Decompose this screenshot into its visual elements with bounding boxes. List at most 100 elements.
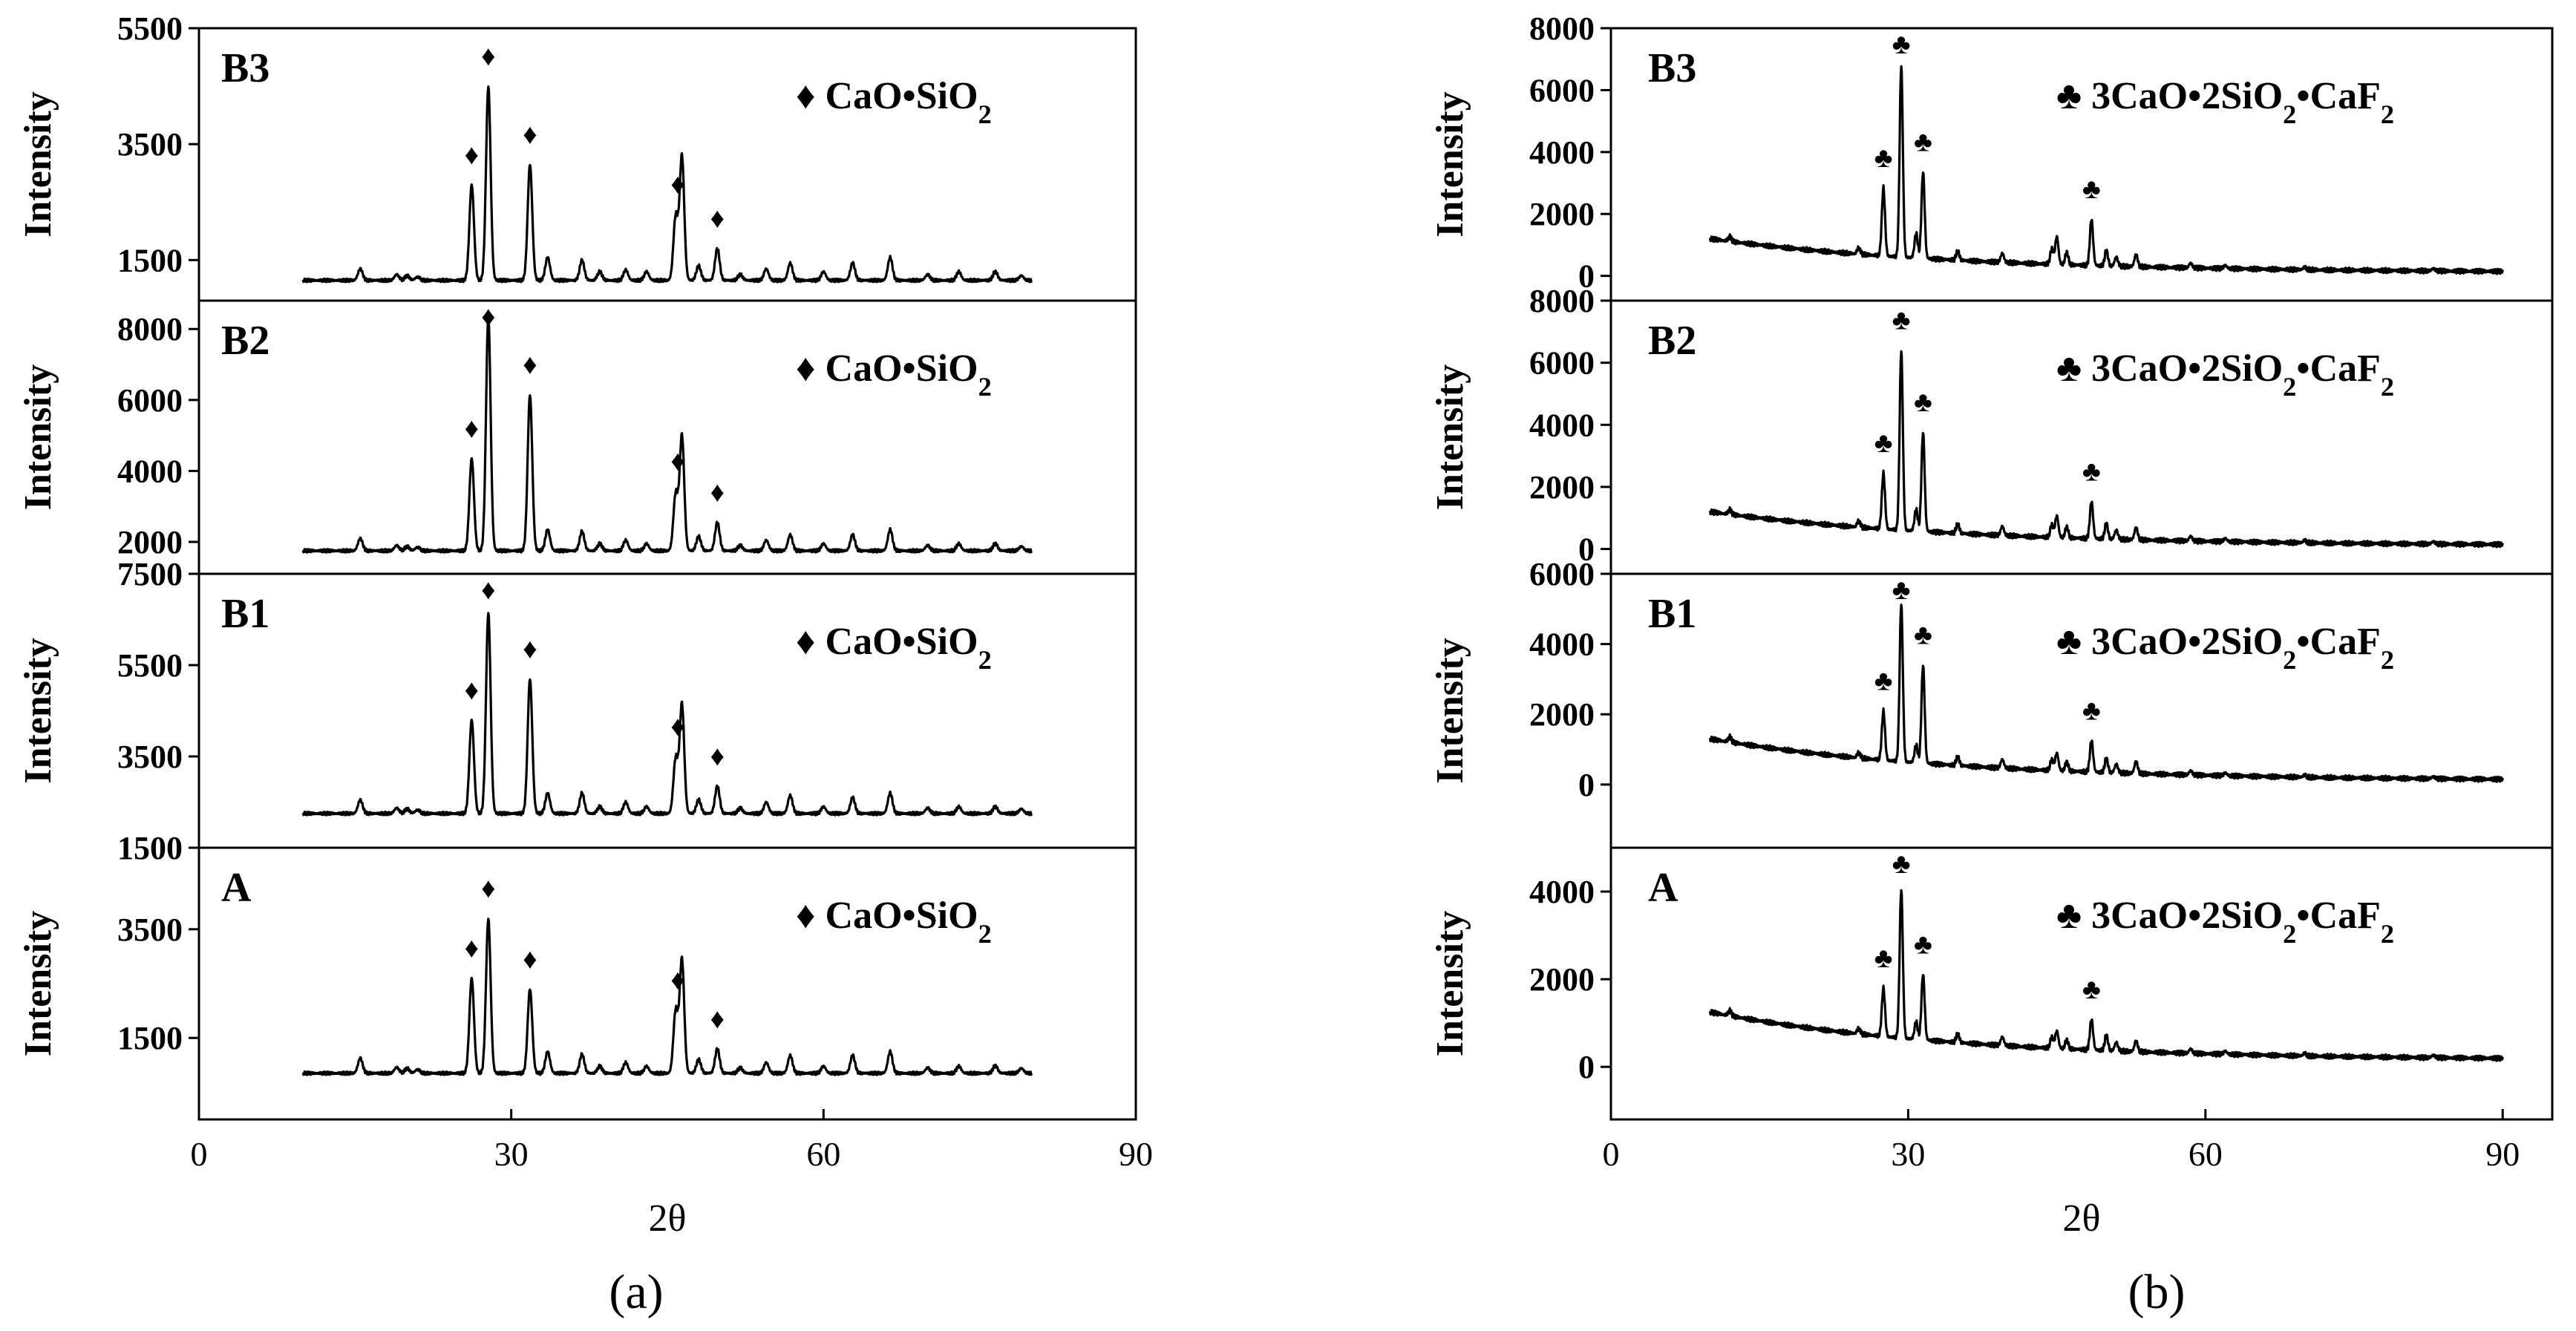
y-tick-label: 0 [1578, 767, 1595, 803]
peak-marker: ♦ [670, 711, 684, 742]
y-tick-label: 3500 [117, 739, 183, 775]
x-axis-label: 2θ [2063, 1197, 2101, 1240]
legend-entry: ♣ 3CaO•2SiO2•CaF2 [2056, 621, 2394, 675]
peak-marker: ♦ [481, 873, 495, 904]
peak-marker: ♣ [1874, 666, 1893, 697]
panel-label: B1 [221, 591, 269, 637]
peak-marker: ♦ [670, 446, 684, 477]
legend-entry: ♣ 3CaO•2SiO2•CaF2 [2056, 75, 2394, 129]
y-tick-label: 8000 [117, 311, 183, 347]
panel-frame [197, 299, 1137, 575]
xrd-trace [1708, 65, 2504, 275]
x-tick-label: 0 [191, 1135, 208, 1173]
peak-marker: ♦ [481, 301, 495, 333]
panel-b-b1: 0 2000 4000 6000 Intensity B1 ♣ 3CaO•2SiO2•CaF… [1429, 556, 2554, 849]
peak-marker: ♦ [710, 477, 725, 508]
y-tick-label: 7500 [117, 556, 183, 592]
y-tick-label: 4000 [1529, 134, 1595, 171]
peak-marker: ♣ [2082, 695, 2101, 726]
peak-marker: ♦ [465, 675, 479, 706]
y-tick-label: 4000 [1529, 874, 1595, 910]
y-tick-label: 0 [1578, 1049, 1595, 1085]
panel-frame [1609, 299, 2554, 575]
panel-label: B3 [1648, 45, 1696, 91]
xrd-trace [1708, 889, 2504, 1062]
peak-marker: ♣ [1892, 305, 1911, 336]
y-tick-label: 4000 [117, 453, 183, 489]
panel-label: B2 [1648, 318, 1696, 364]
legend-entry: ♣ 3CaO•2SiO2•CaF2 [2056, 895, 2394, 949]
y-tick-label: 3500 [117, 912, 183, 948]
x-tick-label: 90 [1119, 1135, 1153, 1173]
peak-marker: ♦ [523, 350, 537, 381]
peak-marker: ♦ [710, 1004, 725, 1035]
xrd-trace [301, 918, 1033, 1076]
peak-marker: ♦ [481, 575, 495, 606]
peak-marker: ♣ [2082, 456, 2101, 487]
y-tick-label: 2000 [1529, 469, 1595, 506]
caption-b: (b) [2128, 1265, 2186, 1319]
peak-marker: ♣ [1892, 29, 1911, 60]
x-tick-label: 60 [2188, 1135, 2223, 1173]
peak-marker: ♣ [2082, 974, 2101, 1005]
y-axis-label: Intensity [17, 638, 59, 783]
peak-marker: ♣ [1892, 575, 1911, 606]
panel-a-b2: 2000 4000 6000 8000 Intensity B2 ♦ CaO•SiO2 ♦ ♦ ♦… [17, 299, 1137, 575]
x-tick-label: 30 [494, 1135, 529, 1173]
y-tick-label: 2000 [1529, 961, 1595, 998]
peak-marker: ♦ [670, 965, 684, 996]
y-tick-label: 6000 [117, 382, 183, 419]
panel-frame [197, 27, 1137, 302]
panel-label: A [221, 865, 252, 911]
x-tick-label: 0 [1603, 1135, 1620, 1173]
panel-b-b3: 0 2000 4000 6000 8000 Intensity B3 ♣ 3CaO•2SiO2… [1429, 10, 2554, 302]
xrd-trace [301, 315, 1033, 554]
y-tick-label: 6000 [1529, 556, 1595, 592]
x-tick-label: 60 [806, 1135, 840, 1173]
panel-b-a: 0 2000 4000 Intensity A ♣ 3CaO•2SiO2•CaF2 ♣ ♣ ♣ ♣ [1429, 846, 2554, 1121]
panel-label: B3 [221, 45, 269, 91]
xrd-trace [301, 85, 1033, 284]
panel-frame [1609, 846, 2554, 1121]
panel-label: A [1648, 865, 1678, 911]
legend-entry: ♦ CaO•SiO2 [796, 621, 992, 675]
y-tick-label: 5500 [117, 647, 183, 684]
peak-marker: ♦ [523, 633, 537, 664]
peak-marker: ♦ [670, 169, 684, 200]
y-tick-label: 4000 [1529, 407, 1595, 443]
y-axis-label: Intensity [17, 364, 59, 510]
panel-label: B2 [221, 318, 269, 364]
y-tick-label: 3500 [117, 126, 183, 163]
peak-marker: ♣ [1874, 943, 1893, 974]
peak-marker: ♣ [1914, 620, 1932, 651]
legend-entry: ♦ CaO•SiO2 [796, 75, 992, 129]
y-tick-label: 6000 [1529, 345, 1595, 382]
peak-marker: ♣ [1914, 126, 1932, 157]
legend-entry: ♦ CaO•SiO2 [796, 347, 992, 402]
peak-marker: ♣ [1914, 387, 1932, 418]
y-axis-label: Intensity [1429, 638, 1471, 783]
legend-entry: ♦ CaO•SiO2 [796, 895, 992, 949]
panel-frame [197, 846, 1137, 1121]
y-tick-label: 2000 [117, 524, 183, 560]
panel-b-b2: 0 2000 4000 6000 8000 Intensity B2 ♣ 3CaO•2SiO2… [1429, 283, 2554, 575]
peak-marker: ♦ [465, 413, 479, 445]
y-tick-label: 2000 [1529, 196, 1595, 232]
panel-label: B1 [1648, 591, 1696, 637]
y-tick-label: 1500 [117, 830, 183, 866]
y-axis-label: Intensity [17, 91, 59, 237]
y-tick-label: 4000 [1529, 627, 1595, 663]
y-tick-label: 2000 [1529, 696, 1595, 733]
x-tick-label: 90 [2485, 1135, 2520, 1173]
peak-marker: ♦ [710, 741, 725, 772]
peak-marker: ♣ [1914, 929, 1932, 960]
y-axis-label: Intensity [1429, 91, 1471, 237]
panel-a-b3: 1500 3500 5500 Intensity B3 ♦ CaO•SiO2 ♦ ♦ ♦ ♦ ♦ [17, 10, 1137, 302]
peak-marker: ♦ [710, 203, 725, 235]
xrd-trace [1708, 350, 2504, 549]
x-tick-label: 30 [1891, 1135, 1925, 1173]
